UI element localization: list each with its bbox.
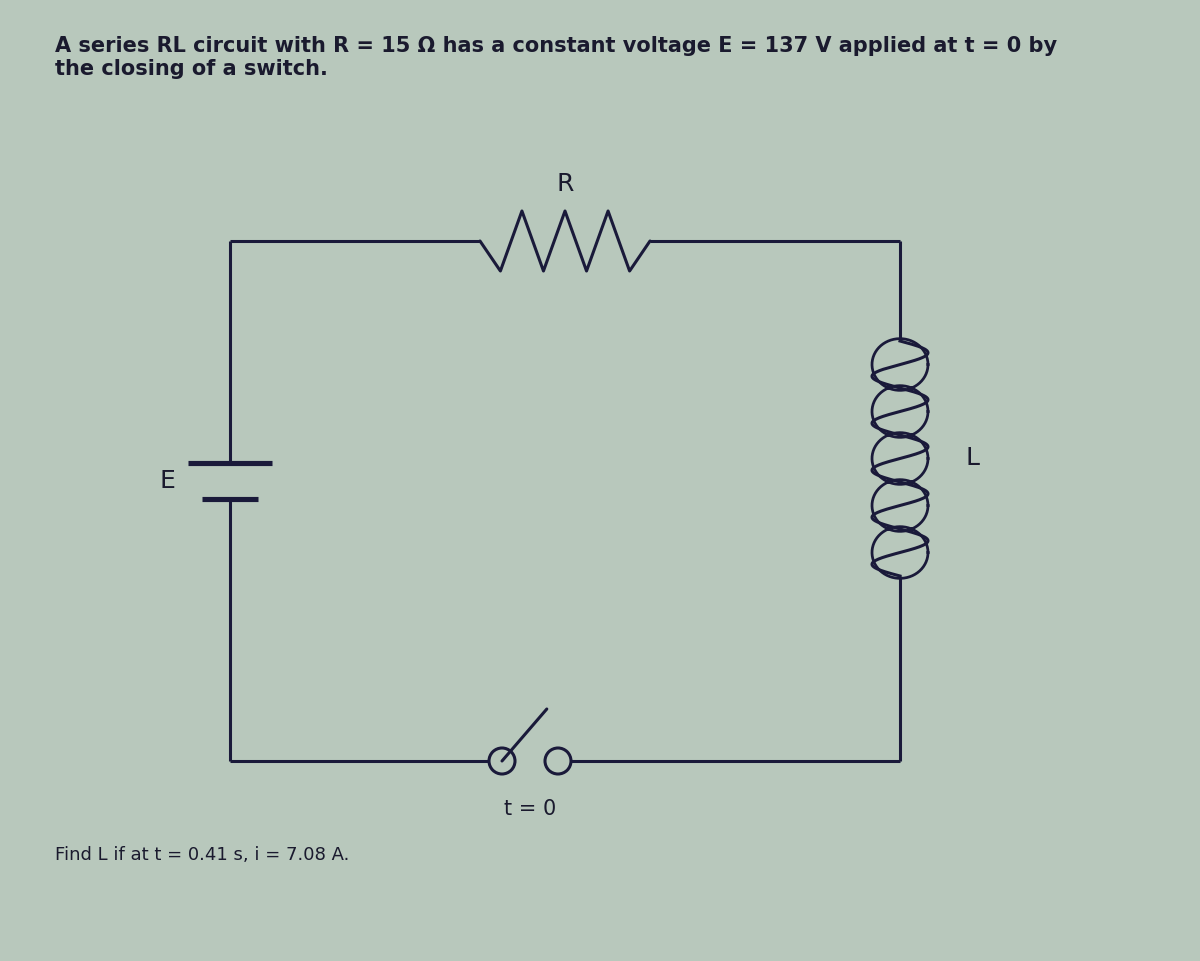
Text: Find L if at t = 0.41 s, i = 7.08 A.: Find L if at t = 0.41 s, i = 7.08 A.	[55, 846, 349, 864]
Text: A series RL circuit with R = 15 Ω has a constant voltage E = 137 V applied at t : A series RL circuit with R = 15 Ω has a …	[55, 36, 1057, 79]
Text: L: L	[965, 447, 979, 471]
Text: R: R	[557, 172, 574, 196]
Text: E: E	[160, 469, 175, 493]
Text: t = 0: t = 0	[504, 799, 556, 819]
